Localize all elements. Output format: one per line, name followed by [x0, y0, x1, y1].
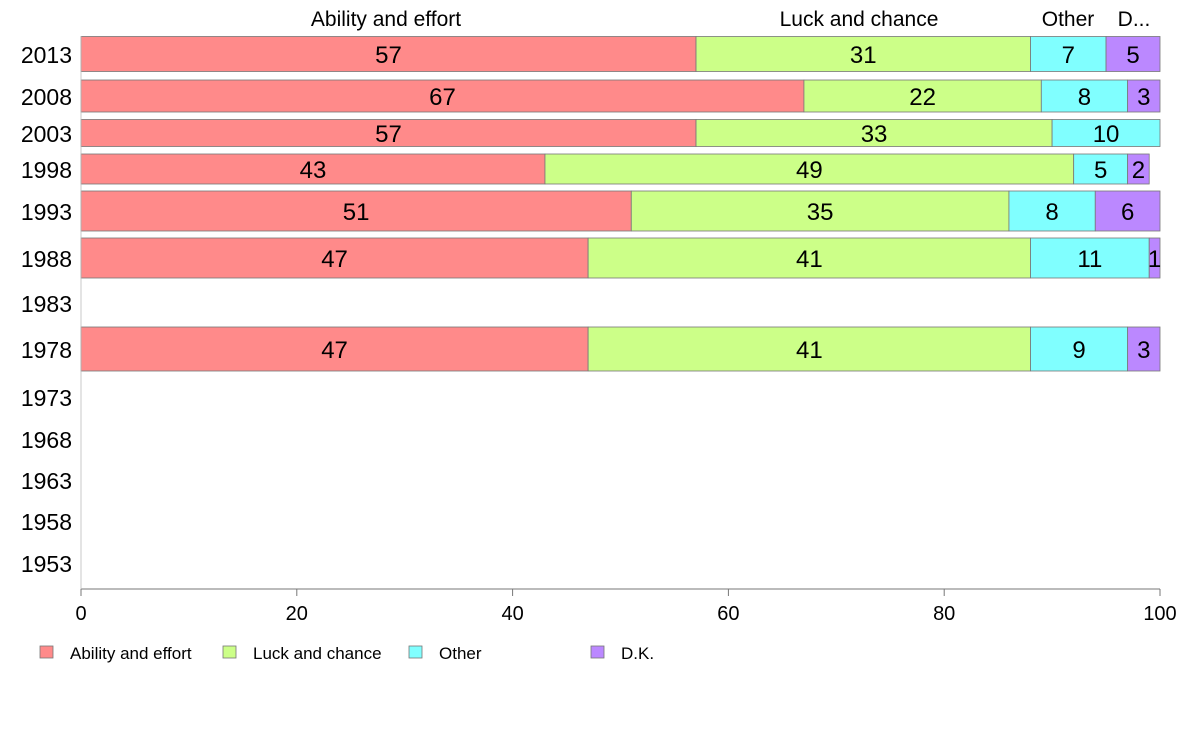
bar-value-label: 67 — [429, 84, 456, 111]
bar-row-1998: 43 49 5 2 — [80, 153, 1150, 185]
bar-value-label: 5 — [1126, 42, 1139, 69]
series-header-1: Luck and chance — [780, 8, 939, 31]
bar-row-1993: 51 35 8 6 — [80, 190, 1161, 232]
x-tick-label-60: 60 — [717, 603, 739, 625]
y-label-1983: 1983 — [21, 291, 72, 317]
bar-segment-1988-0 — [80, 237, 589, 279]
y-label-2008: 2008 — [21, 84, 72, 110]
bar-segment-1988-3 — [1148, 237, 1161, 279]
x-tick-label-20: 20 — [286, 603, 308, 625]
legend-swatch-0 — [39, 645, 54, 659]
bar-value-label: 6 — [1121, 199, 1134, 226]
series-header-0: Ability and effort — [311, 8, 461, 31]
bar-value-label: 57 — [375, 42, 402, 69]
y-label-1963: 1963 — [21, 468, 72, 494]
legend-label-1: Luck and chance — [253, 644, 382, 663]
y-label-1978: 1978 — [21, 337, 72, 363]
y-label-2013: 2013 — [21, 42, 72, 68]
bar-segment-1998-2 — [1073, 153, 1129, 185]
legend-swatch-3 — [590, 645, 605, 659]
bar-value-label: 3 — [1137, 337, 1150, 364]
series-header-labels: Ability and effort Luck and chance Other D.… — [311, 8, 1150, 31]
legend-swatch-2 — [408, 645, 423, 659]
bar-value-label: 9 — [1072, 337, 1085, 364]
bar-segment-2008-0 — [80, 79, 805, 113]
bar-segment-2013-2 — [1030, 36, 1107, 72]
bar-segment-1988-2 — [1030, 237, 1150, 279]
bar-segment-2013-3 — [1105, 36, 1161, 72]
bar-value-label: 41 — [796, 246, 823, 273]
bar-segment-1988-1 — [587, 237, 1031, 279]
bar-value-label: 22 — [909, 84, 936, 111]
legend: Ability and effort Luck and chance Other D.… — [39, 644, 654, 663]
legend-swatch-1 — [222, 645, 237, 659]
bar-row-2008: 67 22 8 3 — [80, 79, 1161, 113]
bar-segment-1993-1 — [630, 190, 1010, 232]
bar-segment-1998-1 — [544, 153, 1075, 185]
bar-row-2013: 57 31 7 5 — [80, 36, 1161, 72]
bar-value-label: 57 — [375, 121, 402, 148]
bar-value-label: 5 — [1094, 157, 1107, 184]
bar-segment-1998-0 — [80, 153, 546, 185]
bar-segment-1993-2 — [1008, 190, 1096, 232]
legend-label-3: D.K. — [621, 644, 654, 663]
bar-value-label: 8 — [1078, 84, 1091, 111]
y-label-1973: 1973 — [21, 385, 72, 411]
y-label-1998: 1998 — [21, 157, 72, 183]
bar-value-label: 47 — [321, 246, 348, 273]
y-label-1988: 1988 — [21, 246, 72, 272]
bar-segment-1978-0 — [80, 326, 589, 372]
bar-value-label: 2 — [1132, 157, 1145, 184]
x-tick-label-100: 100 — [1143, 603, 1176, 625]
bar-segment-2003-2 — [1051, 119, 1161, 147]
y-label-1993: 1993 — [21, 199, 72, 225]
y-axis-labels: 2013 2008 2003 1998 1993 1988 1983 1978 1973 1968… — [21, 42, 72, 577]
y-label-1953: 1953 — [21, 551, 72, 577]
bar-segment-1978-3 — [1127, 326, 1161, 372]
x-tick-label-80: 80 — [933, 603, 955, 625]
bar-value-label: 11 — [1077, 246, 1102, 273]
bar-value-label: 7 — [1062, 42, 1075, 69]
bar-segment-2003-1 — [695, 119, 1053, 147]
bar-value-label: 33 — [861, 121, 888, 148]
y-label-1958: 1958 — [21, 509, 72, 535]
y-label-2003: 2003 — [21, 121, 72, 147]
bar-value-label: 3 — [1137, 84, 1150, 111]
bar-value-label: 51 — [343, 199, 370, 226]
bar-segment-1998-3 — [1127, 153, 1150, 185]
bar-value-label: 10 — [1093, 121, 1120, 148]
bar-value-label: 43 — [300, 157, 327, 184]
bar-segment-1978-2 — [1030, 326, 1129, 372]
y-label-1968: 1968 — [21, 427, 72, 453]
bar-value-label: 31 — [850, 42, 877, 69]
bar-row-2003: 57 33 10 — [80, 119, 1161, 148]
x-tick-label-0: 0 — [75, 603, 86, 625]
x-axis: 0 20 40 60 80 100 — [75, 36, 1177, 625]
bar-row-1978: 47 41 9 3 — [80, 326, 1161, 372]
bar-segment-2008-3 — [1127, 79, 1161, 113]
x-tick-label-40: 40 — [501, 603, 523, 625]
bar-segment-2008-1 — [803, 79, 1042, 113]
bar-value-label: 49 — [796, 157, 823, 184]
bar-value-label: 47 — [321, 337, 348, 364]
series-header-2: Other — [1042, 8, 1095, 31]
bar-segment-1993-0 — [80, 190, 632, 232]
bar-value-label: 1 — [1148, 246, 1161, 273]
bar-segment-2013-0 — [80, 36, 697, 72]
bar-segment-2013-1 — [695, 36, 1031, 72]
legend-label-2: Other — [439, 644, 482, 663]
bar-row-1988: 47 41 11 1 — [80, 237, 1161, 279]
series-header-3: D... — [1118, 8, 1151, 31]
legend-label-0: Ability and effort — [70, 644, 192, 663]
bar-segment-2008-2 — [1040, 79, 1129, 113]
bar-segment-1978-1 — [587, 326, 1031, 372]
bar-value-label: 35 — [807, 199, 834, 226]
bar-value-label: 8 — [1045, 199, 1058, 226]
bar-segment-1993-3 — [1094, 190, 1161, 232]
bar-value-label: 41 — [796, 337, 823, 364]
